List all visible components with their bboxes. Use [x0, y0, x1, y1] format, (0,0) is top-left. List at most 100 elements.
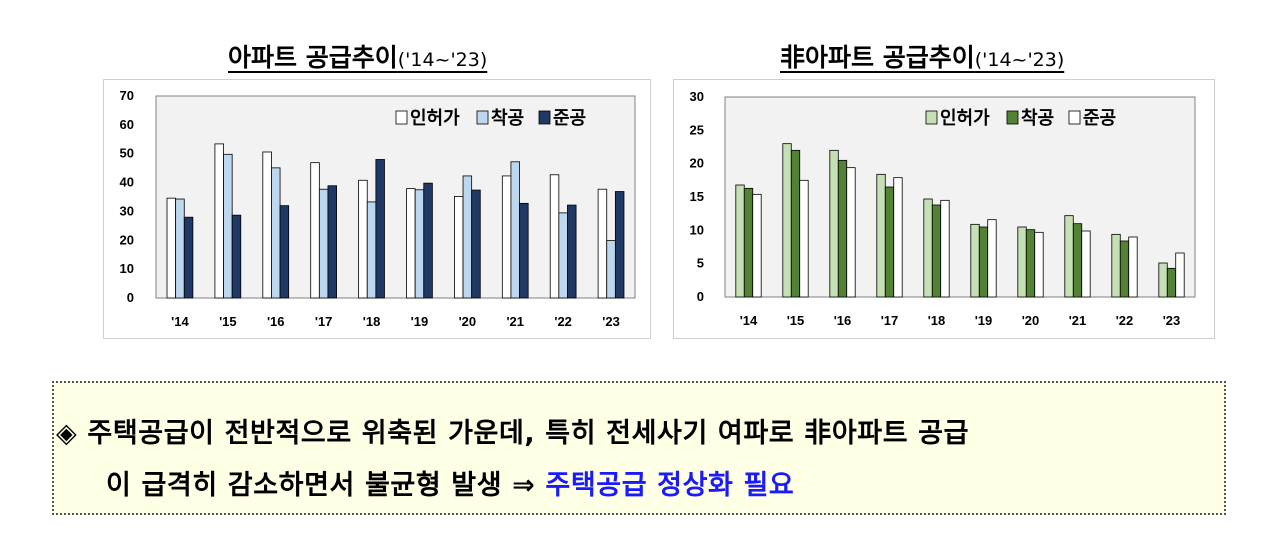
apt-legend-label: 착공	[491, 108, 524, 129]
nonapt-y-tick-label: 10	[690, 222, 704, 237]
summary-note-highlight: 주택공급 정상화 필요	[545, 470, 795, 501]
apt-y-tick-label: 40	[120, 175, 134, 190]
nonapt-y-tick-label: 20	[690, 156, 704, 171]
nonapt-bar-인허가	[970, 223, 980, 298]
nonapt-bar-인허가	[876, 173, 886, 298]
nonapt-y-tick-label: 15	[690, 189, 704, 204]
nonapt-bar-준공	[799, 179, 809, 298]
apt-bar-인허가	[501, 175, 512, 299]
apt-chart-title: 아파트 공급추이('14~'23)	[228, 38, 487, 74]
apt-bar-준공	[231, 214, 242, 299]
nonapt-bar-착공	[790, 149, 801, 298]
apt-x-tick-label: '15	[219, 314, 237, 329]
nonapt-bar-착공	[978, 226, 989, 298]
apt-bar-인허가	[358, 179, 368, 299]
apt-bar-준공	[183, 216, 194, 299]
apt-y-tick-label: 50	[120, 146, 134, 161]
nonapt-chart-svg: 0 5 10 15 20 25 30 '14 '15 '16 '17 '18 '19 '20 '21 '22 '…	[690, 89, 1196, 328]
nonapt-legend-swatch	[925, 110, 938, 125]
nonapt-bar-착공	[743, 187, 754, 298]
nonapt-x-tick-label: '20	[1022, 313, 1040, 328]
apt-bar-인허가	[262, 151, 272, 299]
nonapt-legend-label: 착공	[1021, 108, 1054, 129]
apt-bar-인허가	[406, 188, 416, 299]
apt-bar-인허가	[597, 188, 608, 299]
summary-note-text-2: 이 급격히 감소하면서 불균형 발생 ⇒	[106, 470, 546, 501]
nonapt-x-tick-label: '22	[1116, 313, 1134, 328]
summary-note-line-2: 이 급격히 감소하면서 불균형 발생 ⇒ 주택공급 정상화 필요	[106, 463, 794, 502]
apt-y-tick-label: 70	[120, 88, 134, 103]
nonapt-x-tick-label: '21	[1069, 313, 1087, 328]
nonapt-bar-착공	[1072, 223, 1083, 298]
nonapt-bar-준공	[1128, 236, 1138, 298]
nonapt-x-tick-label: '19	[975, 313, 993, 328]
apt-bar-준공	[327, 185, 337, 299]
nonapt-bar-준공	[940, 199, 950, 298]
nonapt-bar-준공	[1175, 252, 1185, 298]
apt-y-tick-label: 60	[120, 117, 134, 132]
apt-y-tick-label: 10	[120, 261, 134, 276]
apt-bar-인허가	[549, 174, 560, 299]
nonapt-y-tick-label: 0	[697, 289, 704, 304]
nonapt-x-tick-label: '14	[740, 313, 758, 328]
apt-legend-swatch	[538, 110, 551, 125]
apt-bar-착공	[462, 175, 473, 299]
apt-bar-준공	[471, 189, 481, 299]
nonapt-bar-준공	[1034, 231, 1044, 298]
apt-bar-착공	[175, 198, 185, 299]
apt-x-tick-label: '19	[411, 314, 429, 329]
nonapt-bar-준공	[987, 219, 997, 298]
nonapt-bar-착공	[1119, 240, 1130, 298]
apt-chart-subtitle: ('14~'23)	[397, 49, 488, 71]
nonapt-bar-인허가	[782, 143, 792, 298]
nonapt-legend-label: 인허가	[940, 108, 990, 129]
nonapt-x-tick-label: '16	[834, 313, 852, 328]
apt-supply-chart: 0 10 20 30 40 50 60 70 '14 '15 '16 '17 '18 '19 '20 '21 '…	[103, 79, 651, 339]
nonapt-y-tick-label: 5	[697, 256, 704, 271]
apt-legend-label: 인허가	[410, 108, 460, 129]
nonapt-x-tick-label: '18	[928, 313, 946, 328]
nonapt-bar-인허가	[1064, 215, 1074, 298]
apt-bar-준공	[567, 204, 577, 299]
apt-chart-svg: 0 10 20 30 40 50 60 70 '14 '15 '16 '17 '18 '19 '20 '21 '…	[120, 88, 636, 329]
nonapt-bar-준공	[846, 167, 856, 298]
nonapt-y-tick-label: 25	[690, 122, 704, 137]
nonapt-bar-착공	[884, 186, 895, 298]
nonapt-legend-swatch	[1006, 110, 1019, 125]
apt-chart-title-text: 아파트 공급추이	[228, 43, 398, 72]
nonapt-chart-subtitle: ('14~'23)	[974, 49, 1065, 71]
apt-bar-착공	[558, 212, 568, 299]
nonapt-legend-swatch	[1068, 110, 1081, 125]
apt-bar-착공	[223, 153, 233, 299]
apt-bar-착공	[366, 201, 377, 299]
apt-bar-인허가	[166, 197, 177, 299]
diamond-bullet-icon: ◈	[56, 418, 78, 449]
apt-y-tick-label: 0	[127, 290, 134, 305]
nonapt-bar-준공	[893, 177, 903, 298]
apt-bar-인허가	[310, 162, 320, 299]
nonapt-x-tick-label: '15	[787, 313, 805, 328]
nonapt-y-tick-label: 30	[690, 89, 704, 104]
nonapt-legend-label: 준공	[1083, 108, 1116, 129]
apt-x-tick-label: '22	[554, 314, 572, 329]
summary-note-box: ◈ 주택공급이 전반적으로 위축된 가운데, 특히 전세사기 여파로 非아파트 …	[52, 381, 1226, 515]
apt-x-tick-label: '20	[459, 314, 477, 329]
nonapt-bar-인허가	[829, 149, 839, 298]
apt-x-tick-label: '23	[602, 314, 620, 329]
apt-y-tick-label: 20	[120, 232, 134, 247]
nonapt-bar-인허가	[923, 198, 933, 298]
apt-bar-착공	[271, 167, 281, 299]
nonapt-x-tick-label: '23	[1163, 313, 1181, 328]
nonapt-bar-착공	[931, 204, 942, 298]
summary-note-text-1: 주택공급이 전반적으로 위축된 가운데, 특히 전세사기 여파로 非아파트 공급	[87, 418, 970, 449]
apt-bar-착공	[606, 240, 616, 299]
apt-legend-swatch	[395, 110, 408, 125]
apt-legend-swatch	[476, 110, 489, 125]
nonapt-bar-인허가	[1017, 226, 1027, 298]
apt-x-tick-label: '16	[267, 314, 285, 329]
apt-legend-label: 준공	[553, 108, 586, 129]
nonapt-bar-착공	[1025, 229, 1036, 298]
nonapt-chart-title: 非아파트 공급추이('14~'23)	[780, 38, 1064, 74]
nonapt-bar-인허가	[1158, 262, 1168, 298]
apt-bar-착공	[414, 189, 425, 299]
